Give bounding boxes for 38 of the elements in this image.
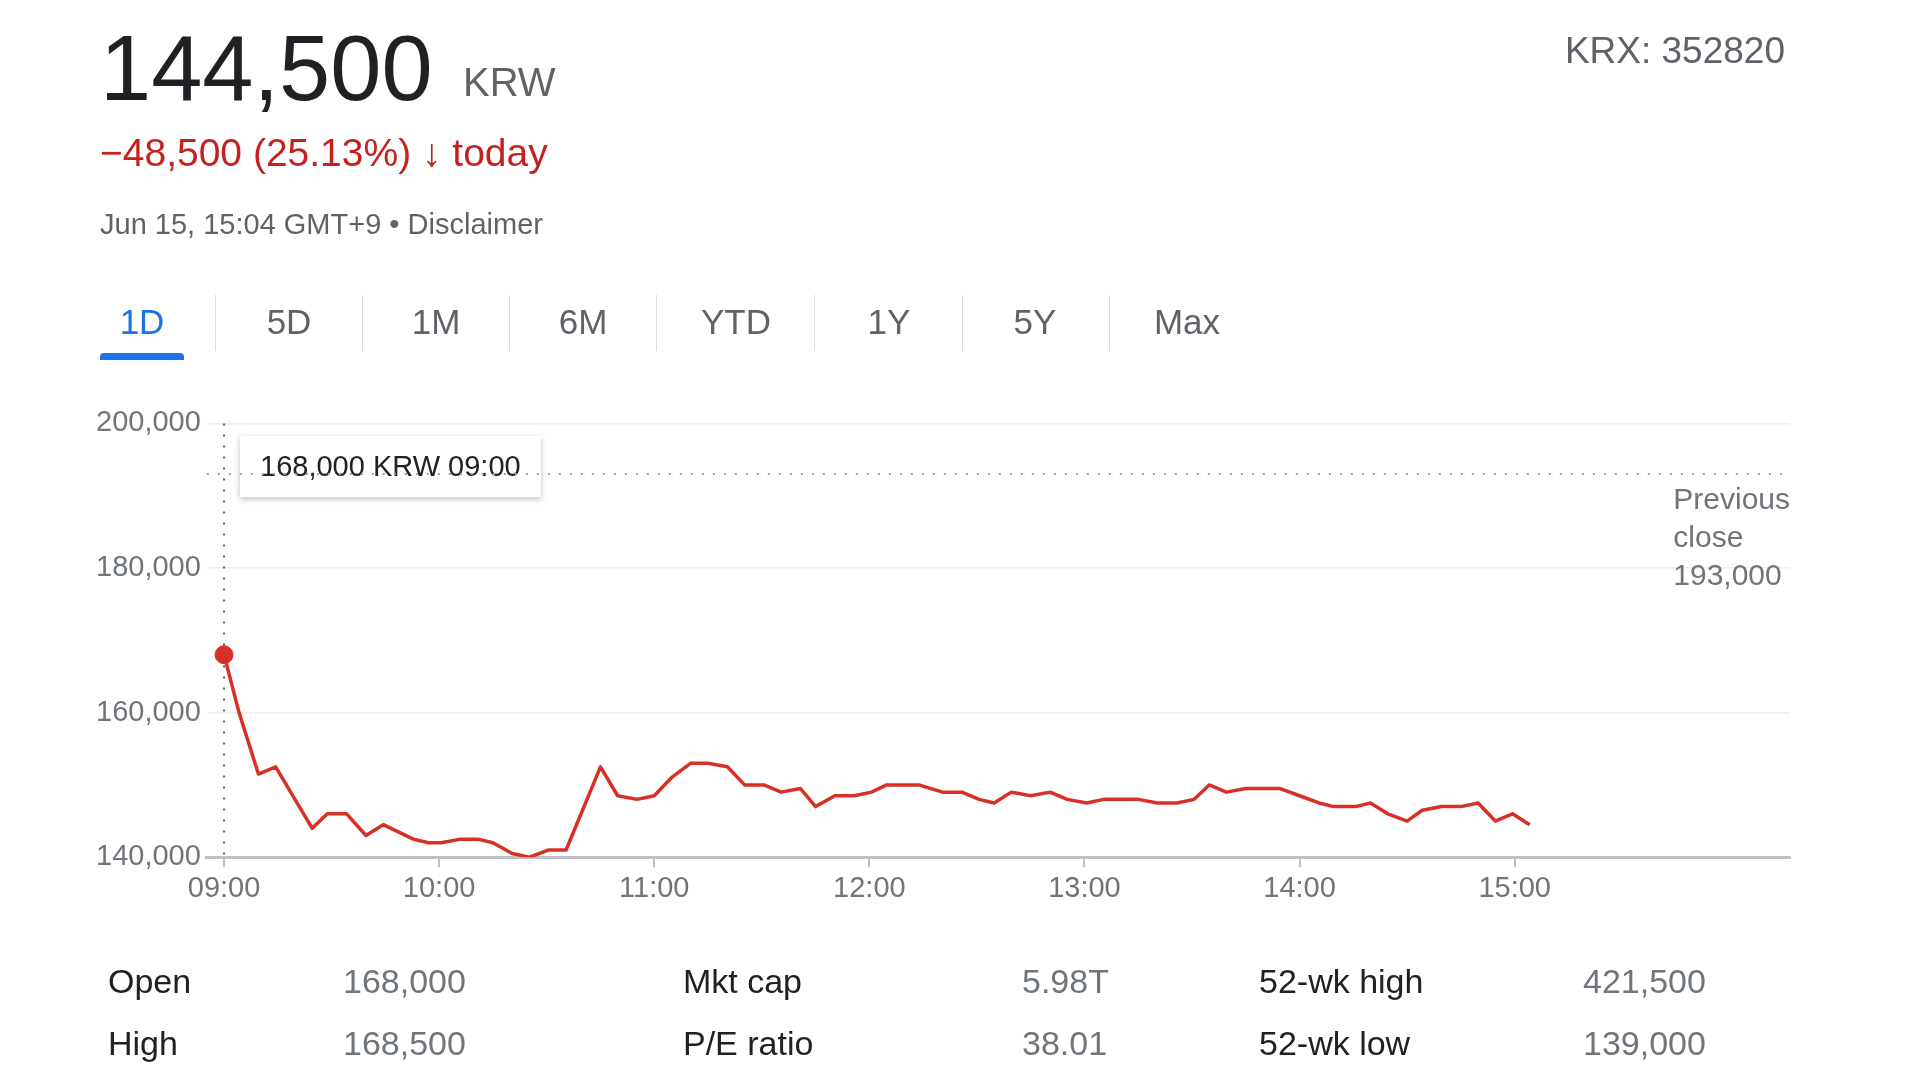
- text: 139,000: [1583, 1024, 1706, 1063]
- text: KRX: 352820: [1564, 30, 1785, 72]
- x-tick-label: 09:00: [187, 870, 261, 903]
- text: Mkt cap: [683, 962, 803, 1001]
- text: KRW: [463, 60, 556, 105]
- text: High: [108, 1024, 178, 1063]
- x-tick-label: 14:00: [1263, 870, 1336, 903]
- text: Open: [108, 962, 192, 1001]
- text: 1M: [410, 302, 462, 342]
- text: 52-wk high: [1259, 962, 1424, 1001]
- text: 5D: [265, 302, 313, 342]
- text: 5.98T: [1022, 962, 1109, 1001]
- annotation: 168,000 KRW 09:00: [240, 436, 541, 497]
- y-tick-label: 140,000: [96, 839, 201, 872]
- text: 1D: [118, 302, 166, 342]
- x-tick-label: 10:00: [402, 870, 476, 903]
- text: 52-wk low: [1259, 1024, 1411, 1063]
- y-tick-label: 200,000: [96, 405, 201, 438]
- text: 5Y: [1012, 302, 1058, 342]
- x-tick-label: 11:00: [619, 870, 690, 903]
- text: 1Y: [866, 302, 912, 342]
- text: 421,500: [1583, 962, 1706, 1001]
- text: Jun 15, 15:04 GMT+9 • Disclaimer: [100, 208, 543, 241]
- text: YTD: [700, 302, 772, 342]
- text: P/E ratio: [683, 1024, 814, 1063]
- x-tick-label: 13:00: [1048, 870, 1121, 903]
- x-tick-label: 12:00: [833, 870, 906, 903]
- y-tick-label: 180,000: [96, 550, 201, 582]
- y-tick-label: 160,000: [96, 694, 201, 727]
- text: 168,000: [343, 962, 466, 1001]
- x-tick-label: 15:00: [1478, 870, 1551, 903]
- chart-subtitle: −48,500 (25.13%) ↓ today: [100, 130, 548, 176]
- text: Max: [1152, 302, 1222, 342]
- text: 6M: [557, 302, 609, 342]
- text: 38.01: [1022, 1024, 1108, 1063]
- text: 168,500: [343, 1024, 466, 1063]
- ref-line-label: Previous close 193,000: [1673, 482, 1790, 592]
- chart-title: 144,500: [100, 17, 433, 119]
